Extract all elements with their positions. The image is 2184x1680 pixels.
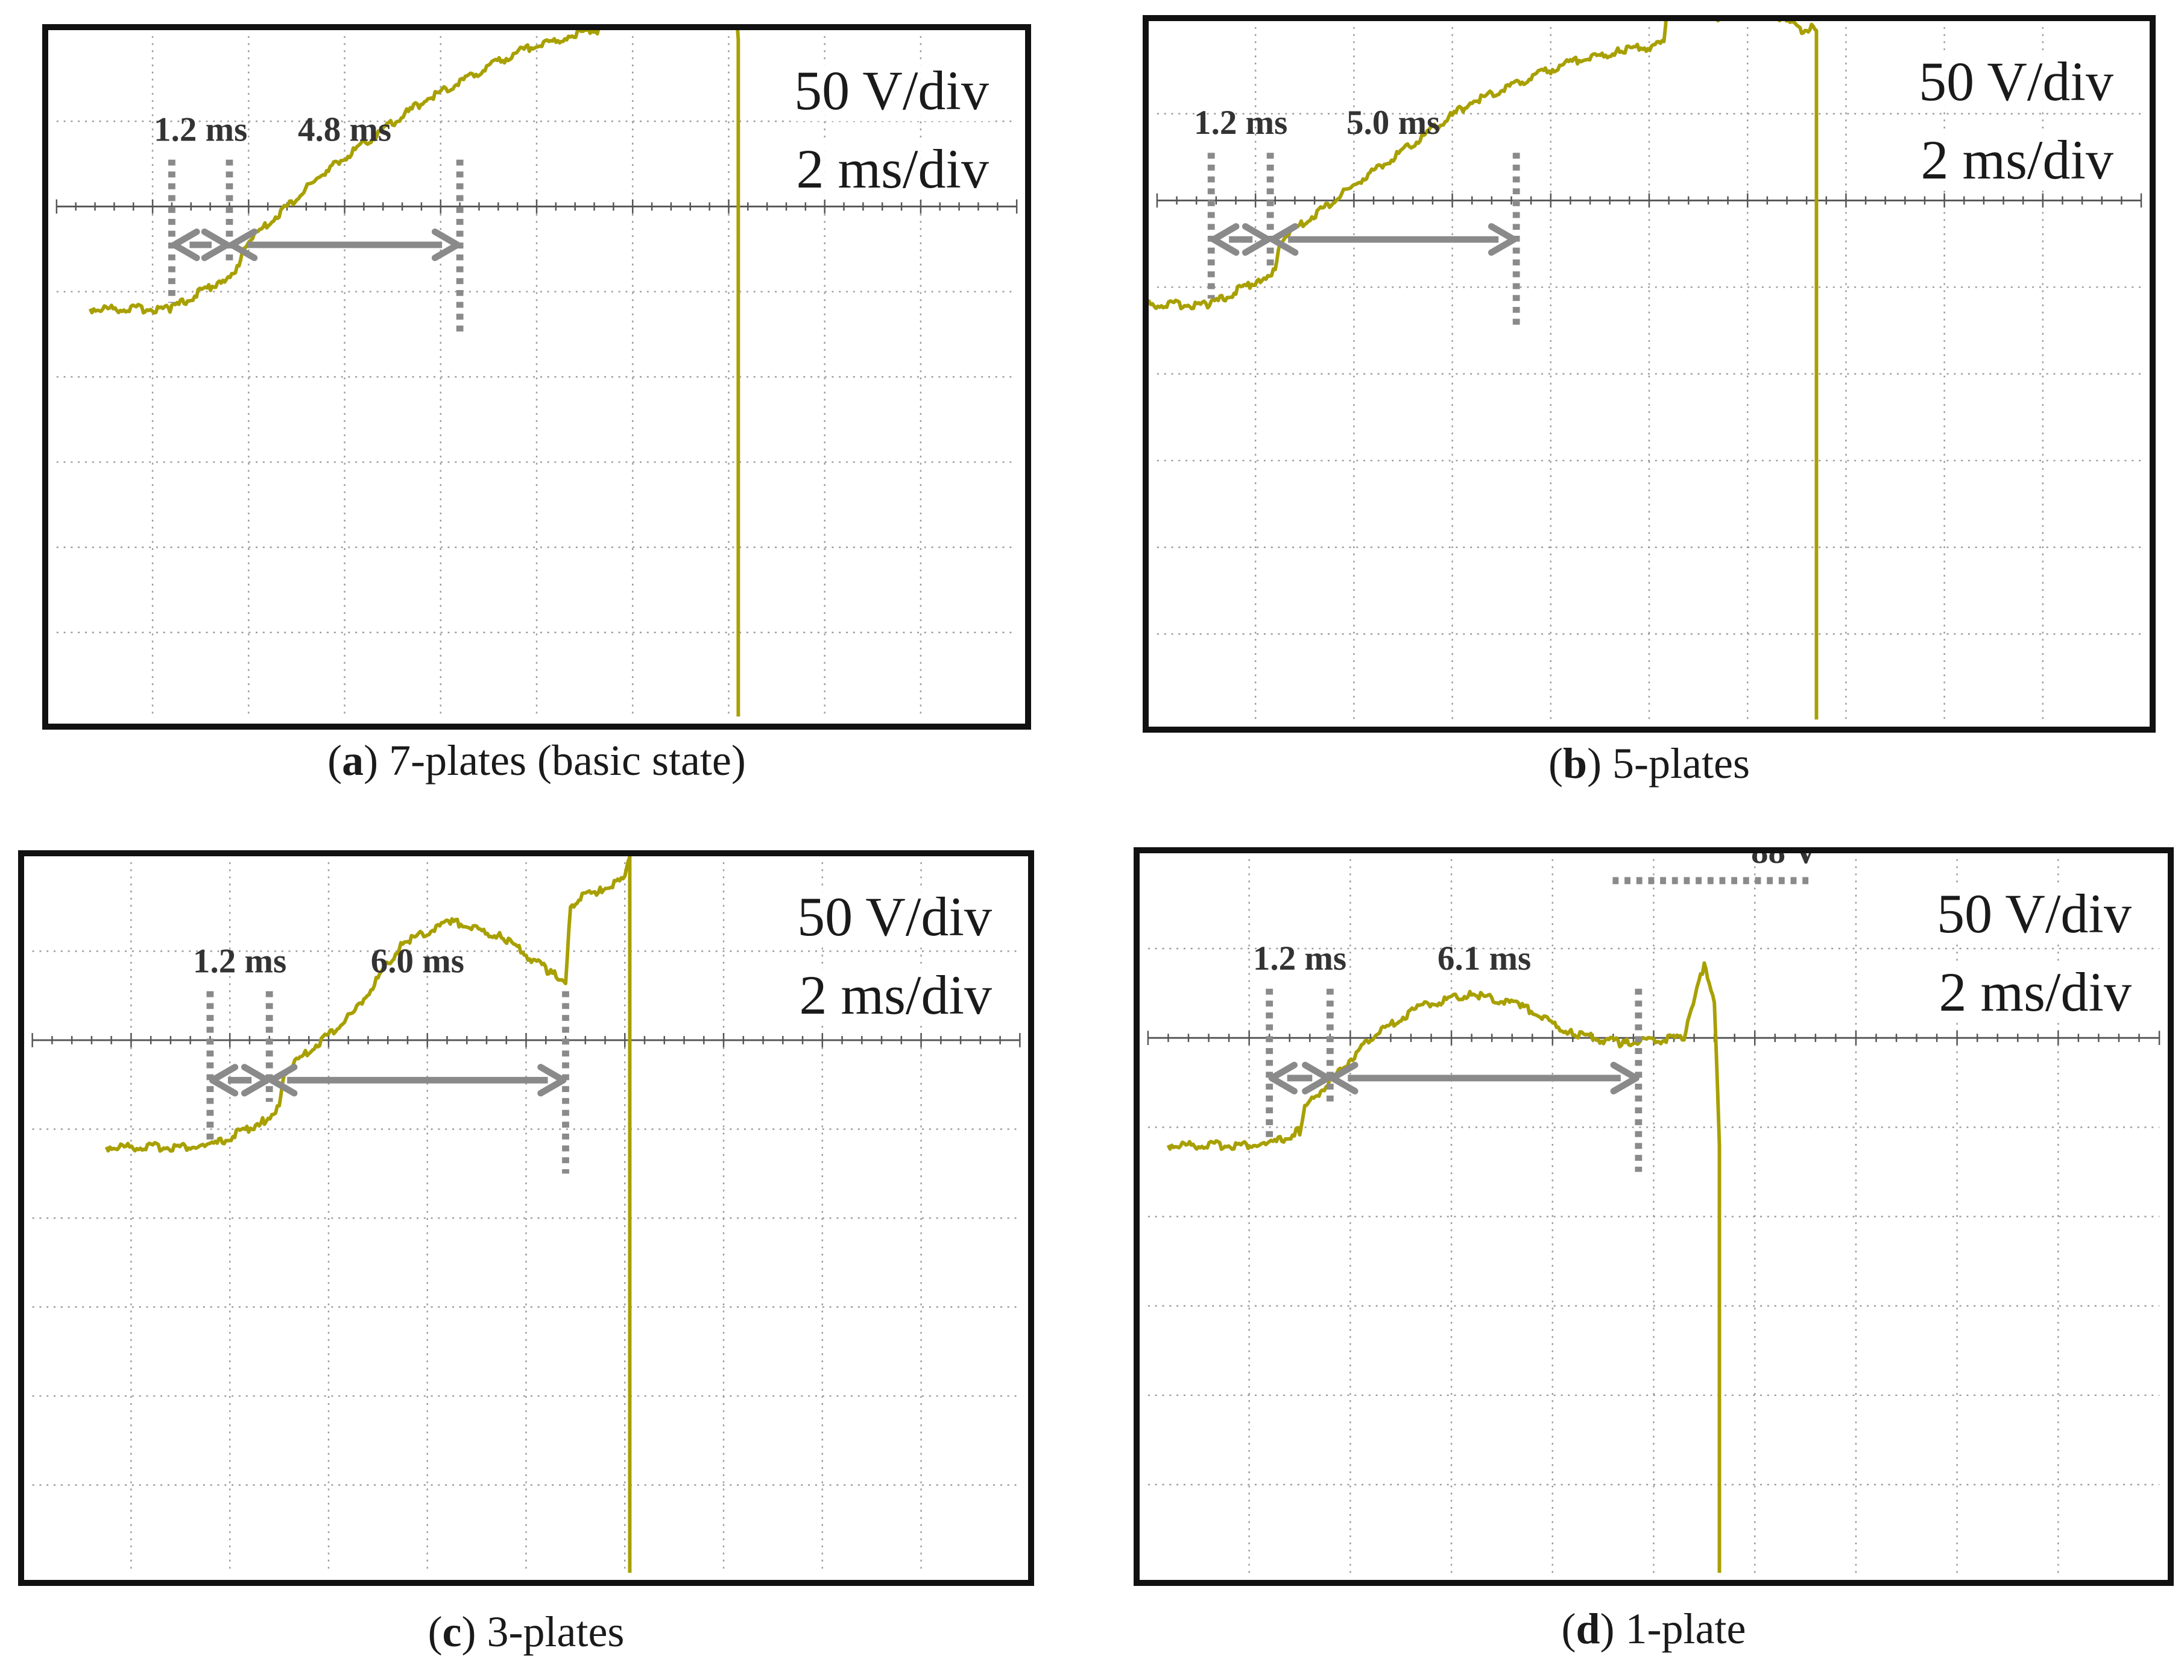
voltage-trace-c bbox=[104, 856, 632, 1573]
caption-paren: ) bbox=[1600, 1605, 1626, 1653]
grid-b bbox=[1156, 27, 2142, 721]
caption-letter: b bbox=[1563, 739, 1588, 788]
panel-caption-a: (a) 7-plates (basic state) bbox=[42, 736, 1031, 786]
peak-label: 88 V bbox=[1751, 853, 1818, 871]
scope-svg-b: 1.2 ms5.0 ms132 V bbox=[1149, 21, 2142, 721]
interval2-arrow-head-right bbox=[537, 1064, 567, 1097]
interval2-arrow-head-right bbox=[1610, 1061, 1640, 1094]
caption-letter: d bbox=[1576, 1605, 1600, 1653]
interval1-arrow-head-left bbox=[1210, 223, 1240, 256]
interval2-label: 5.0 ms bbox=[1346, 104, 1440, 142]
interval1-arrow-head-left bbox=[209, 1064, 239, 1097]
voltage-trace-d bbox=[1166, 961, 1722, 1573]
interval2-arrow bbox=[1329, 1061, 1640, 1094]
interval2-arrow-head-left bbox=[1269, 223, 1299, 256]
panel-caption-c: (c) 3-plates bbox=[18, 1607, 1034, 1657]
time-per-div-label: 2 ms/div bbox=[1917, 129, 2117, 191]
caption-paren: ( bbox=[1548, 739, 1564, 788]
interval1-arrow bbox=[209, 1064, 271, 1097]
volts-per-div-label: 50 V/div bbox=[1915, 51, 2117, 113]
interval2-label: 4.8 ms bbox=[298, 110, 391, 148]
voltage-trace-a bbox=[88, 30, 740, 717]
volts-per-div-label: 50 V/div bbox=[1933, 883, 2135, 945]
interval2-arrow-head-left bbox=[268, 1064, 298, 1097]
time-per-div-label: 2 ms/div bbox=[795, 964, 996, 1026]
interval2-arrow-head-left bbox=[228, 228, 258, 262]
caption-paren: ) bbox=[1587, 739, 1613, 788]
interval1-arrow-head-right bbox=[201, 228, 230, 262]
interval2-arrow bbox=[228, 228, 461, 262]
interval2-arrow-head-right bbox=[431, 228, 461, 262]
interval2-arrow-head-right bbox=[1488, 223, 1518, 256]
caption-text: 7-plates (basic state) bbox=[389, 736, 746, 785]
caption-text: 3-plates bbox=[487, 1608, 625, 1656]
interval2-arrow bbox=[1269, 223, 1518, 256]
caption-paren: ( bbox=[1561, 1605, 1576, 1653]
caption-paren: ( bbox=[428, 1608, 443, 1656]
caption-letter: a bbox=[342, 736, 364, 785]
interval2-label: 6.0 ms bbox=[371, 942, 464, 980]
interval1-arrow bbox=[1268, 1061, 1331, 1094]
caption-letter: c bbox=[442, 1608, 462, 1656]
caption-text: 5-plates bbox=[1612, 739, 1750, 788]
interval1-arrow bbox=[171, 228, 230, 262]
interval1-label: 1.2 ms bbox=[193, 942, 286, 980]
caption-paren: ) bbox=[364, 736, 390, 785]
interval1-arrow bbox=[1210, 223, 1272, 256]
interval2-label: 6.1 ms bbox=[1438, 939, 1531, 977]
scope-svg-a: 1.2 ms4.8 ms143 V bbox=[55, 30, 1018, 718]
interval1-arrow-head-right bbox=[241, 1064, 271, 1097]
voltage-trace-b bbox=[1149, 21, 1819, 720]
scope-svg-d: 1.2 ms 6.1 ms 88 V bbox=[1147, 853, 2160, 1574]
oscilloscope-screen-d: 1.2 ms 6.1 ms 88 V 50 V/div 2 ms/div bbox=[1134, 847, 2174, 1586]
interval1-arrow-head-right bbox=[1242, 223, 1272, 256]
interval2-arrow-head-left bbox=[1329, 1061, 1359, 1094]
interval2-arrow bbox=[268, 1064, 567, 1097]
interval1-label: 1.2 ms bbox=[1194, 104, 1287, 142]
volts-per-div-label: 50 V/div bbox=[791, 60, 993, 122]
caption-paren: ) bbox=[461, 1608, 487, 1656]
panel-caption-d: (d) 1-plate bbox=[1134, 1604, 2174, 1654]
interval1-label: 1.2 ms bbox=[154, 110, 247, 148]
interval1-arrow-head-right bbox=[1302, 1061, 1331, 1094]
caption-paren: ( bbox=[327, 736, 342, 785]
panel-d: 1.2 ms 6.1 ms 88 V 50 V/div 2 ms/div (d) 1-pl… bbox=[1134, 847, 2174, 1664]
grid-a bbox=[55, 36, 1018, 718]
interval1-arrow-head-left bbox=[1268, 1061, 1298, 1094]
panel-caption-b: (b) 5-plates bbox=[1143, 739, 2156, 789]
time-per-div-label: 2 ms/div bbox=[1935, 961, 2135, 1023]
grid-c bbox=[31, 862, 1021, 1574]
time-per-div-label: 2 ms/div bbox=[792, 138, 993, 200]
scope-svg-c: 1.2 ms6.0 ms128 V bbox=[31, 856, 1021, 1574]
volts-per-div-label: 50 V/div bbox=[794, 886, 996, 948]
caption-text: 1-plate bbox=[1625, 1605, 1746, 1653]
interval1-arrow-head-left bbox=[171, 228, 200, 262]
interval1-label: 1.2 ms bbox=[1253, 939, 1346, 977]
